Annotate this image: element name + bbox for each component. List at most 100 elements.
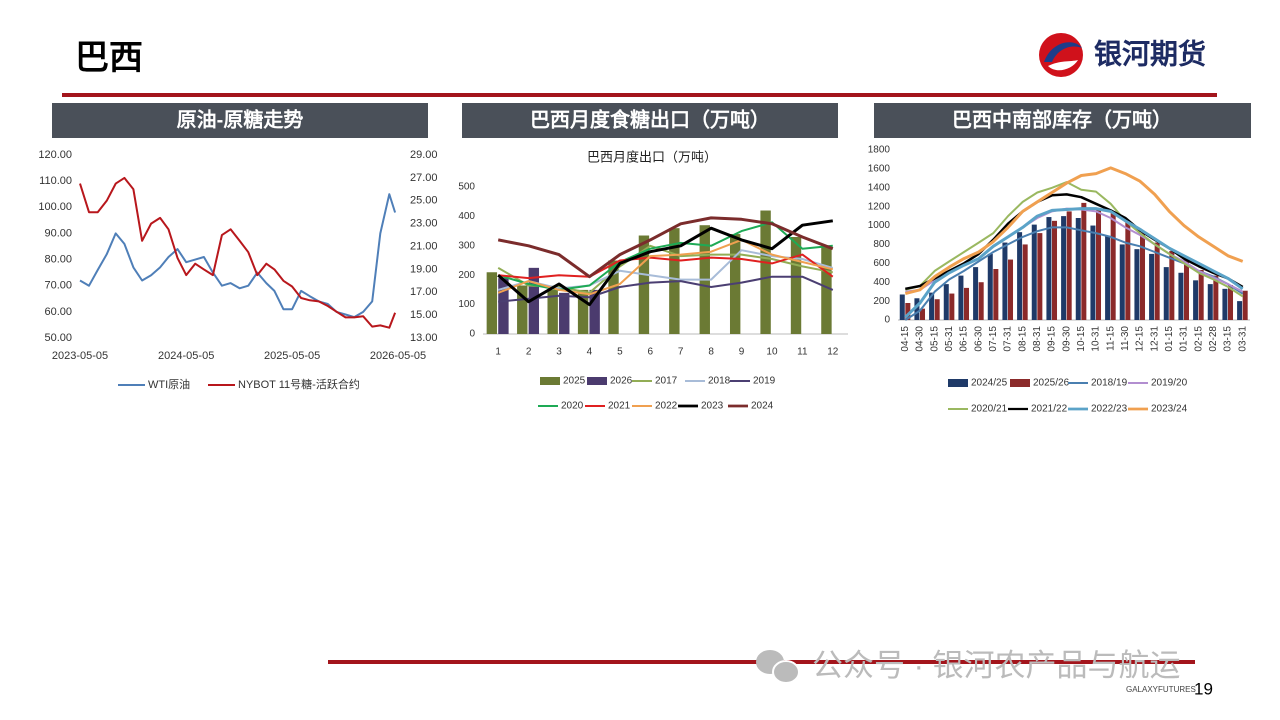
legend-label: 2026 (610, 376, 633, 387)
bar (1002, 242, 1008, 320)
panel-heading: 巴西月度食糖出口（万吨） (530, 107, 770, 131)
x-tick-label: 2026-05-05 (370, 350, 426, 362)
bar (1154, 242, 1160, 320)
bar (1178, 272, 1184, 320)
x-tick-label: 3 (556, 347, 562, 358)
legend-swatch (540, 377, 560, 385)
x-tick-label: 11 (797, 347, 808, 358)
y-tick-label: 50.00 (44, 332, 72, 344)
line (79, 193, 397, 319)
y-tick-label: 500 (458, 182, 475, 193)
line (498, 253, 834, 280)
y2-tick-label: 19.00 (410, 263, 438, 275)
y-tick-label: 100 (458, 299, 475, 310)
bar (899, 294, 905, 320)
bar (1052, 220, 1058, 320)
x-tick-label: 9 (739, 347, 745, 358)
y-tick-label: 1000 (868, 220, 891, 231)
y-tick-label: 600 (873, 258, 890, 269)
bar (1017, 232, 1023, 320)
bar (1207, 284, 1213, 320)
bar (1149, 253, 1155, 320)
bar (1163, 267, 1169, 320)
legend-label: 2023 (701, 401, 724, 412)
bar (486, 272, 498, 334)
x-tick-label: 02-28 (1208, 326, 1219, 352)
x-tick-label: 12 (827, 347, 839, 358)
x-tick-label: 01-31 (1179, 326, 1190, 352)
bar (1184, 259, 1190, 320)
bar (920, 308, 926, 320)
y2-tick-label: 29.00 (410, 149, 438, 161)
bar (577, 289, 589, 334)
y-tick-label: 300 (458, 240, 475, 251)
legend-label: 2025/26 (1033, 378, 1070, 389)
wechat-icon (756, 650, 800, 684)
bar (978, 282, 984, 320)
bar (1081, 202, 1087, 320)
line (497, 216, 834, 279)
bar (1096, 208, 1102, 320)
x-tick-label: 11-30 (1120, 326, 1131, 351)
bar (1066, 211, 1072, 320)
legend-label: 2019/20 (1151, 378, 1188, 389)
x-tick-label: 8 (708, 347, 714, 358)
legend-label: WTI原油 (148, 377, 190, 391)
x-tick-label: 10 (766, 347, 778, 358)
brand: GALAXYFUTURES (1126, 685, 1196, 694)
y2-tick-label: 23.00 (410, 218, 438, 230)
bar (958, 275, 964, 320)
bar (547, 289, 558, 334)
y-tick-label: 800 (873, 239, 890, 250)
bar (1228, 285, 1234, 320)
header-rule (62, 93, 1217, 97)
line (904, 207, 1244, 319)
bar (1008, 259, 1014, 320)
y-tick-label: 1200 (868, 201, 891, 212)
bar (1222, 288, 1228, 320)
y-tick-label: 200 (458, 270, 475, 281)
bar (1140, 233, 1146, 320)
bar (993, 269, 999, 320)
bar (914, 298, 920, 320)
bar (559, 292, 570, 334)
y-tick-label: 0 (884, 315, 890, 326)
line (904, 226, 1244, 321)
bar (1031, 224, 1037, 320)
x-tick-label: 12-15 (1135, 326, 1146, 352)
legend-label: 2021/22 (1031, 404, 1068, 415)
bar (1061, 216, 1067, 320)
bar (589, 289, 600, 334)
panel-heading: 巴西中南部库存（万吨） (952, 107, 1172, 131)
x-tick-label: 09-15 (1047, 326, 1058, 352)
bar (1125, 220, 1131, 320)
bar (964, 287, 970, 320)
page-number: 19 (1194, 679, 1213, 698)
legend-swatch (1010, 379, 1030, 387)
x-tick-label: 05-15 (929, 326, 940, 352)
y-tick-label: 1600 (868, 164, 891, 175)
bar (790, 236, 802, 334)
x-tick-label: 06-30 (973, 326, 984, 352)
line (904, 166, 1244, 296)
x-tick-label: 10-31 (1091, 326, 1102, 352)
x-tick-label: 7 (678, 347, 684, 358)
line (905, 207, 1244, 293)
bar (973, 267, 979, 320)
x-tick-label: 08-15 (1017, 326, 1028, 352)
bar (1213, 275, 1219, 320)
bar (498, 278, 509, 334)
x-tick-label: 04-30 (915, 326, 926, 352)
y-tick-label: 70.00 (44, 280, 72, 292)
bar (760, 210, 771, 334)
x-tick-label: 2024-05-05 (158, 350, 214, 362)
line (79, 176, 397, 329)
bar (638, 235, 650, 334)
legend-label: 2024/25 (971, 378, 1008, 389)
line (905, 193, 1244, 291)
y-tick-label: 100.00 (38, 201, 72, 213)
panel-heading-bg (462, 103, 838, 138)
bar (1237, 301, 1243, 320)
y-tick-label: 80.00 (44, 253, 72, 265)
